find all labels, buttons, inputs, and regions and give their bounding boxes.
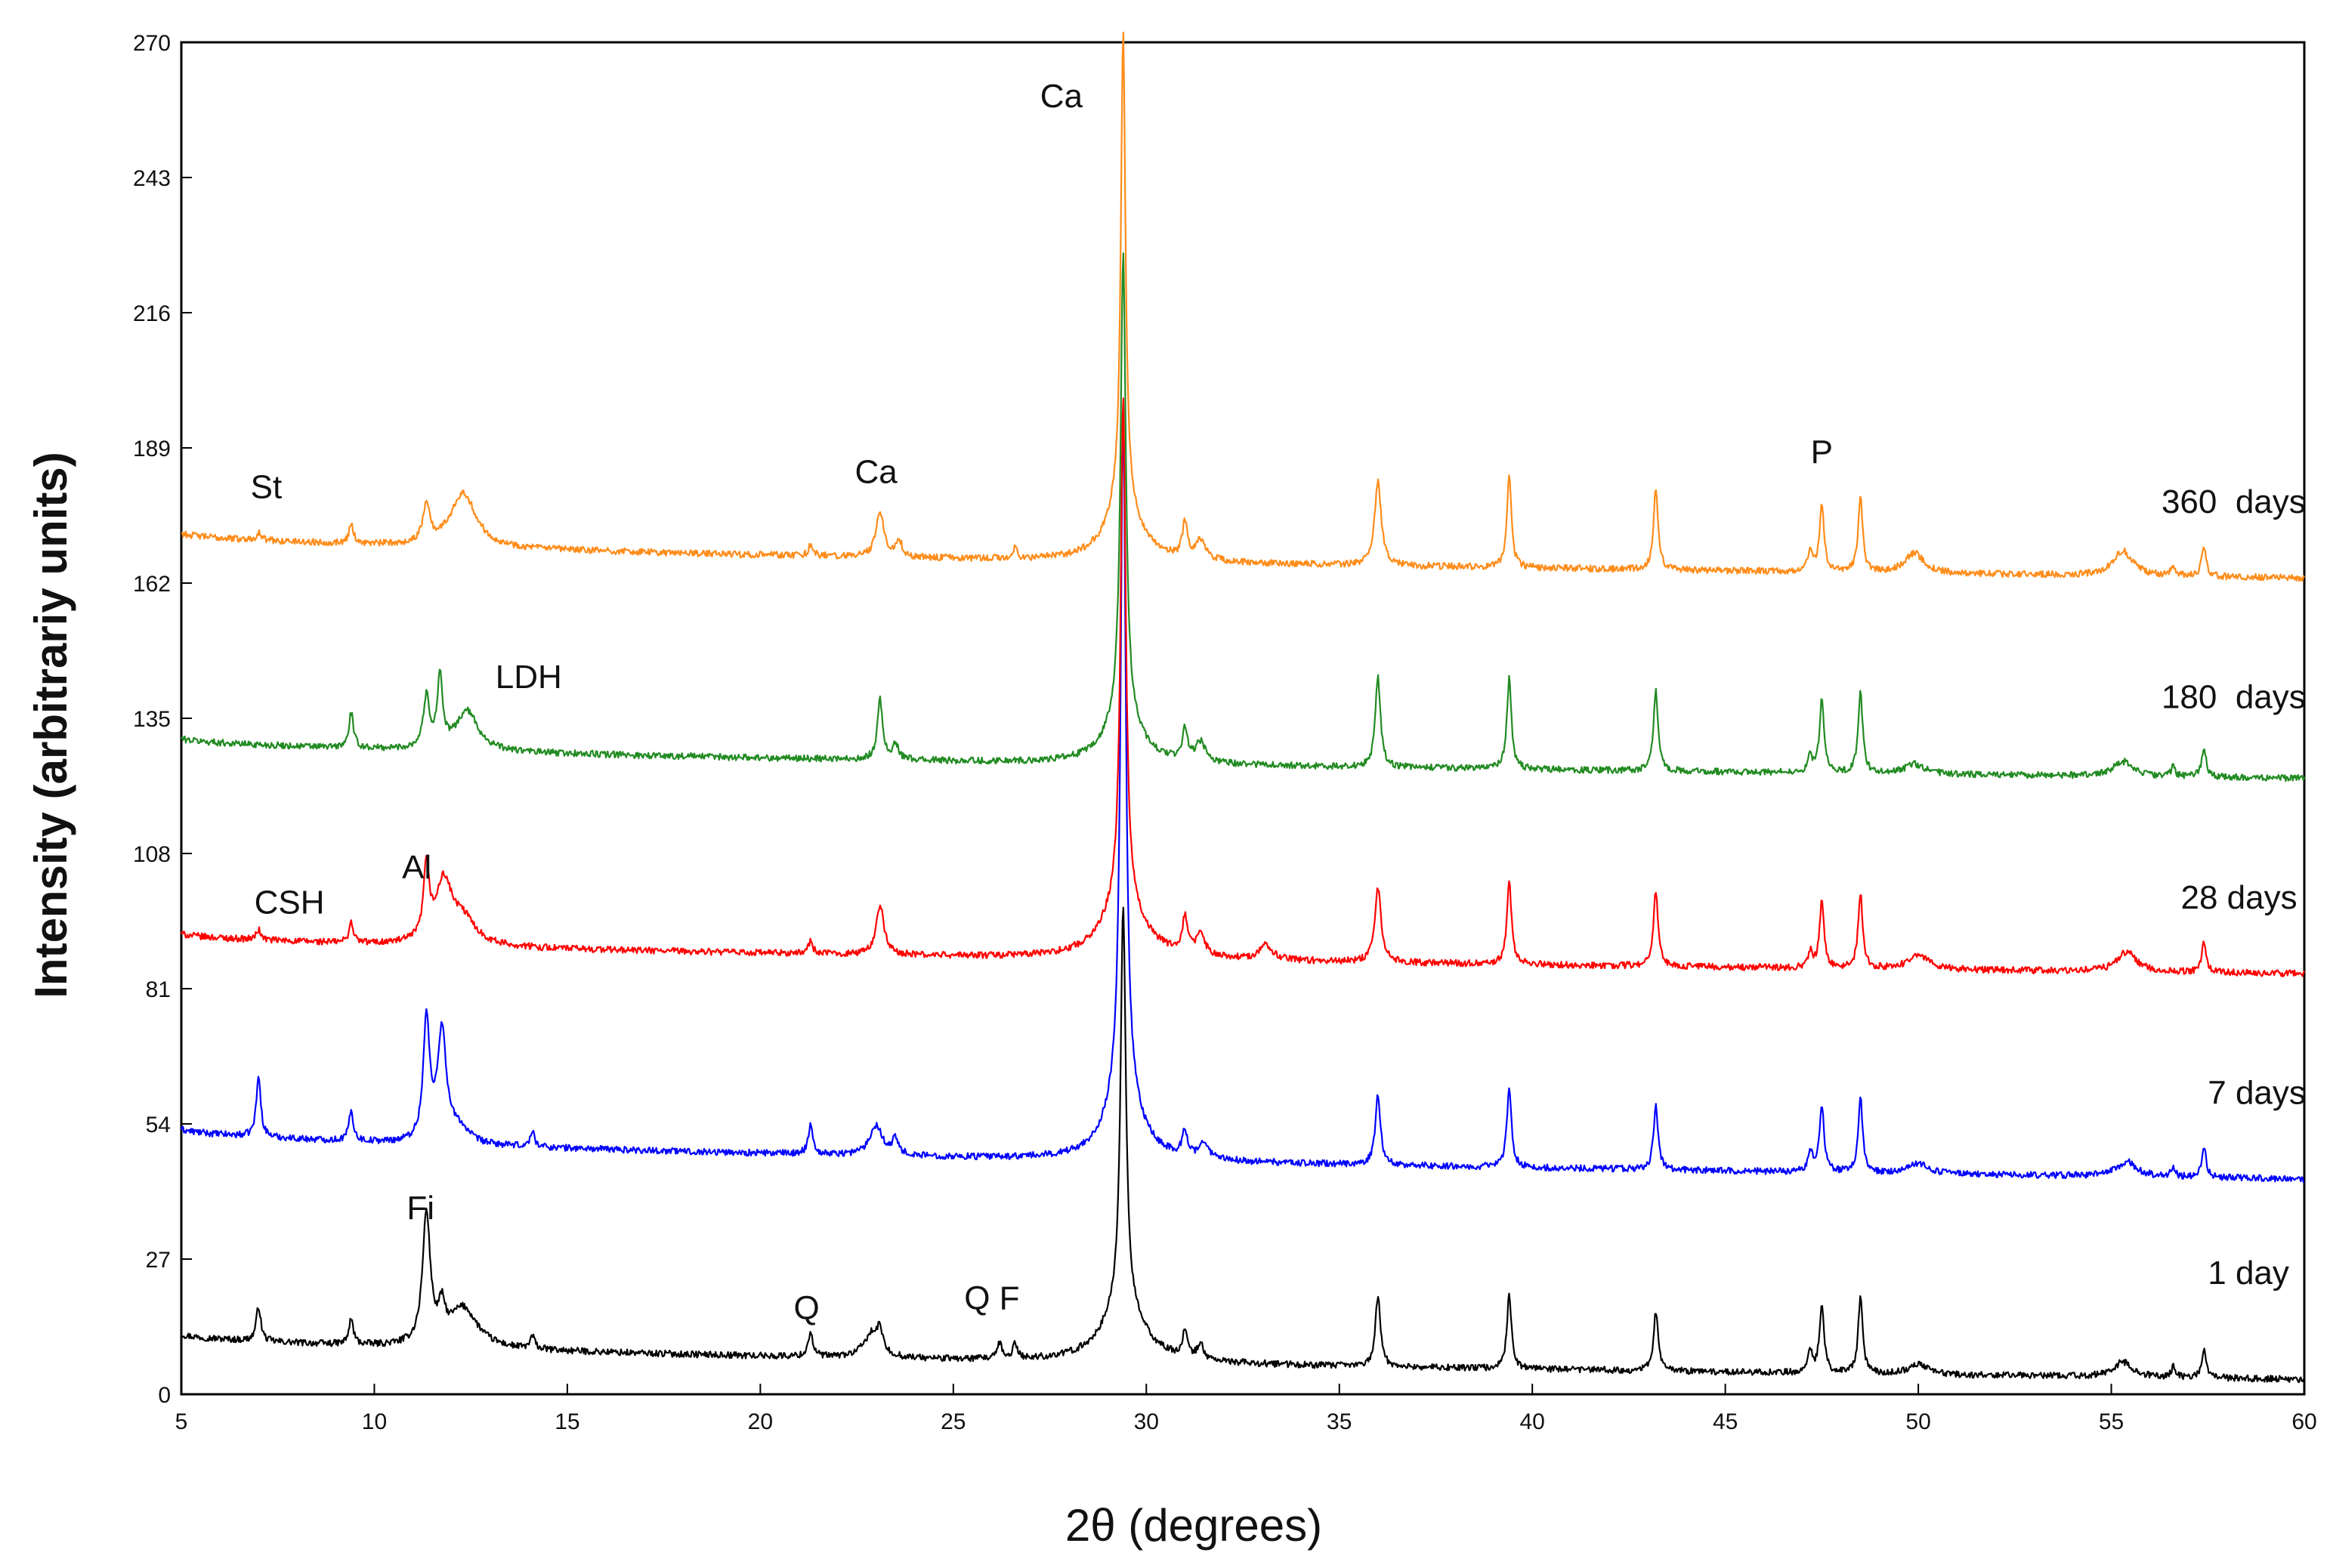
y-axis-ticks: 0 27 54 81 108 135 162 189 216 243 270 bbox=[133, 31, 192, 1408]
annotation-csh: CSH bbox=[255, 884, 325, 921]
series-label-layer: 1 day 7 days 28 days 180 days 360 days bbox=[2162, 483, 2306, 1292]
x-tick-label: 35 bbox=[1327, 1409, 1352, 1434]
x-axis-ticks: 5 10 15 20 25 30 35 40 45 50 55 60 bbox=[175, 1384, 2317, 1434]
series-line-1-day bbox=[181, 906, 2305, 1384]
y-tick-label: 135 bbox=[133, 707, 171, 732]
y-tick-label: 54 bbox=[146, 1113, 171, 1137]
series-label-180-days: 180 days bbox=[2162, 679, 2306, 716]
y-tick-label: 162 bbox=[133, 572, 171, 597]
y-tick-label: 189 bbox=[133, 437, 171, 461]
y-axis-title: Intensity (arbitrariy units) bbox=[26, 452, 76, 998]
x-tick-label: 60 bbox=[2291, 1409, 2316, 1434]
y-tick-label: 216 bbox=[133, 301, 171, 326]
y-tick-label: 27 bbox=[146, 1248, 171, 1273]
x-tick-label: 40 bbox=[1519, 1409, 1544, 1434]
plot-area: 5 10 15 20 25 30 35 40 45 50 55 60 0 27 54 81 108 135 162… bbox=[133, 31, 2317, 1434]
y-tick-label: 0 bbox=[158, 1383, 171, 1408]
annotation-st: St bbox=[251, 468, 283, 505]
series-label-1-day: 1 day bbox=[2208, 1255, 2289, 1292]
x-tick-label: 10 bbox=[362, 1409, 387, 1434]
annotation-q-f: Q F bbox=[964, 1279, 1019, 1316]
series-label-28-days: 28 days bbox=[2181, 879, 2298, 916]
series-label-7-days: 7 days bbox=[2208, 1074, 2306, 1111]
x-tick-label: 30 bbox=[1134, 1409, 1159, 1434]
annotation-p: P bbox=[1811, 434, 1833, 471]
x-tick-label: 45 bbox=[1713, 1409, 1738, 1434]
annotation-layer: Fi Q Q F CSH Al LDH St Ca Ca P bbox=[251, 78, 1833, 1326]
x-tick-label: 50 bbox=[1905, 1409, 1930, 1434]
annotation-fi: Fi bbox=[406, 1190, 434, 1227]
x-axis-title: 2θ (degrees) bbox=[1065, 1500, 1322, 1551]
axes-frame bbox=[180, 41, 2306, 1396]
series-line-180-days bbox=[181, 252, 2306, 782]
series-layer bbox=[180, 31, 2306, 1384]
y-tick-label: 270 bbox=[133, 31, 171, 56]
series-label-360-days: 360 days bbox=[2162, 483, 2306, 520]
y-tick-label: 108 bbox=[133, 842, 171, 867]
annotation-al: Al bbox=[402, 849, 431, 886]
annotation-q-21: Q bbox=[794, 1290, 820, 1327]
y-tick-label: 243 bbox=[133, 166, 171, 191]
annotation-ca-29: Ca bbox=[1040, 78, 1083, 115]
x-tick-label: 55 bbox=[2099, 1409, 2124, 1434]
x-tick-label: 15 bbox=[555, 1409, 579, 1434]
series-line-7-days bbox=[180, 405, 2305, 1183]
annotation-ldh: LDH bbox=[496, 659, 562, 696]
x-tick-label: 25 bbox=[941, 1409, 966, 1434]
y-tick-label: 81 bbox=[146, 977, 171, 1002]
annotation-ca-23: Ca bbox=[855, 453, 898, 490]
series-line-28-days bbox=[180, 397, 2305, 977]
x-tick-label: 20 bbox=[748, 1409, 773, 1434]
series-line-360-days bbox=[181, 31, 2305, 582]
x-tick-label: 5 bbox=[175, 1409, 188, 1434]
